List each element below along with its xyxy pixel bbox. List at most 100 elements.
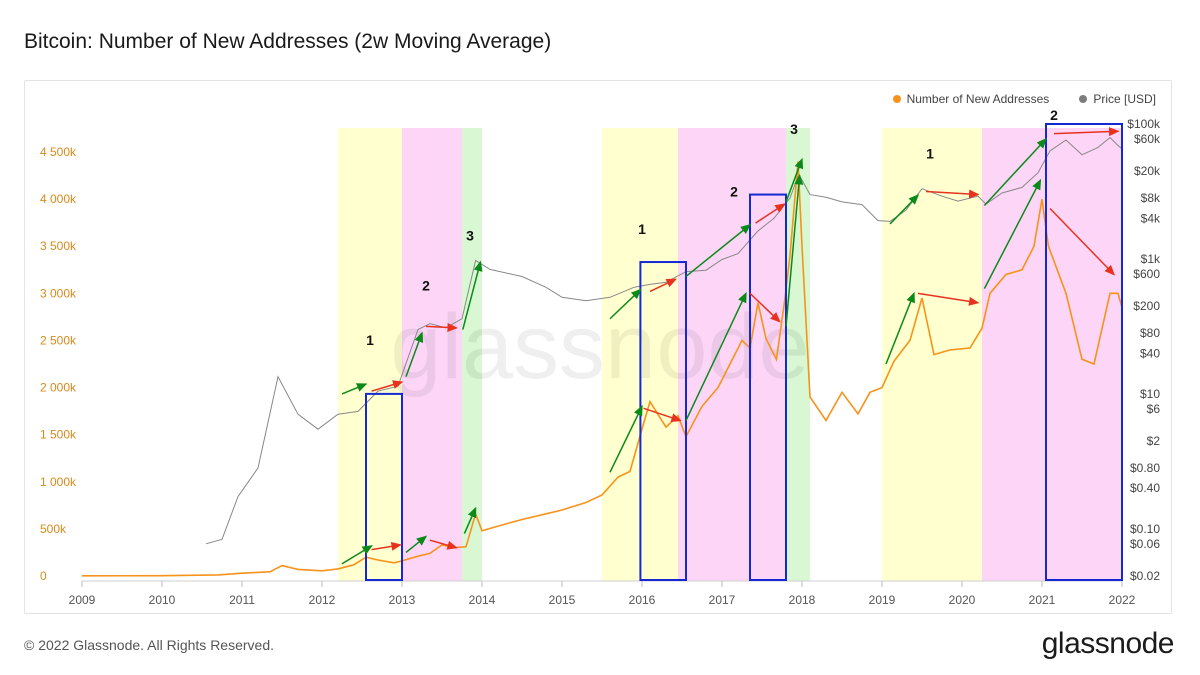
- shaded-region-8: [882, 128, 982, 581]
- y-right-tick-label: $600: [1133, 267, 1160, 281]
- phase-label-7: 2: [1050, 107, 1058, 123]
- address-arrow-1: [371, 541, 402, 551]
- x-tick-label: 2011: [229, 593, 255, 607]
- phase-label-5: 3: [790, 121, 798, 137]
- x-tick-label: 2010: [149, 593, 176, 607]
- shaded-region-2: [402, 128, 462, 581]
- chart-legend: Number of New Addresses Price [USD]: [892, 92, 1156, 106]
- x-tick-label: 2013: [389, 593, 416, 607]
- price-arrow-11: [925, 189, 980, 199]
- price-arrow-13: [1053, 127, 1120, 137]
- y-right-tick-label: $200: [1133, 299, 1160, 313]
- x-tick-label: 2012: [309, 593, 336, 607]
- y-left-tick-label: 1 000k: [40, 475, 77, 489]
- x-tick-label: 2022: [1109, 593, 1136, 607]
- shaded-region-9: [982, 128, 1122, 581]
- legend-label-price: Price [USD]: [1093, 92, 1156, 106]
- address-arrow-10: [885, 291, 915, 365]
- y-left-tick-label: 2 500k: [40, 333, 77, 347]
- address-arrow-8: [749, 292, 781, 323]
- watermark: glassnode: [390, 296, 809, 398]
- price-arrow-3: [425, 322, 458, 332]
- y-left-tick-label: 500k: [40, 522, 67, 536]
- y-right-tick-label: $40: [1140, 346, 1160, 360]
- price-arrow-10: [889, 194, 920, 225]
- x-tick-label: 2018: [789, 593, 816, 607]
- addresses-series-line: [81, 161, 1123, 577]
- address-arrow-0: [341, 545, 373, 565]
- y-left-tick-label: 3 500k: [40, 239, 77, 253]
- y-right-tick-label: $20k: [1134, 164, 1161, 178]
- y-left-tick-label: 4 000k: [40, 192, 77, 206]
- phase-box-0: [365, 392, 403, 581]
- address-arrow-5: [609, 405, 643, 473]
- y-left-tick-label: 4 500k: [40, 145, 77, 159]
- page-title: Bitcoin: Number of New Addresses (2w Mov…: [24, 30, 552, 53]
- legend-item-addresses[interactable]: Number of New Addresses: [892, 92, 1050, 106]
- y-right-tick-label: $10: [1140, 387, 1160, 401]
- x-tick-label: 2019: [869, 593, 896, 607]
- address-arrow-3: [429, 539, 458, 550]
- shaded-region-7: [786, 128, 810, 581]
- x-tick-label: 2014: [469, 593, 496, 607]
- y-right-tick-label: $4k: [1141, 211, 1161, 225]
- x-tick-label: 2021: [1029, 593, 1056, 607]
- y-right-tick-label: $0.02: [1130, 569, 1160, 583]
- legend-label-addresses: Number of New Addresses: [906, 92, 1050, 106]
- y-right-tick-label: $0.40: [1130, 481, 1160, 495]
- shaded-region-3: [462, 128, 482, 581]
- legend-dot-price-icon: [1079, 95, 1088, 103]
- footer-copyright: © 2022 Glassnode. All Rights Reserved.: [24, 637, 275, 653]
- y-left-tick-label: 3 000k: [40, 286, 77, 300]
- x-tick-label: 2017: [709, 593, 736, 607]
- y-left-tick-label: 1 500k: [40, 428, 77, 442]
- shaded-region-5: [678, 128, 750, 581]
- price-arrow-9: [785, 157, 804, 203]
- price-arrow-1: [371, 380, 404, 392]
- price-arrow-2: [405, 331, 424, 377]
- address-arrow-4: [463, 506, 477, 534]
- y-right-tick-label: $6: [1147, 402, 1161, 416]
- price-arrow-8: [755, 203, 786, 224]
- address-arrow-13: [1049, 208, 1116, 276]
- shaded-region-0: [338, 128, 366, 581]
- legend-dot-addresses-icon: [892, 95, 901, 103]
- x-tick-label: 2015: [549, 593, 576, 607]
- price-arrow-4: [462, 260, 483, 330]
- y-right-tick-label: $80: [1140, 326, 1160, 340]
- price-arrow-0: [341, 383, 368, 395]
- price-arrow-6: [649, 278, 677, 293]
- y-left-tick-label: 2 000k: [40, 381, 77, 395]
- phase-label-0: 1: [366, 332, 374, 348]
- y-right-tick-label: $0.80: [1130, 461, 1160, 475]
- phase-box-2: [749, 193, 787, 581]
- y-right-tick-label: $0.10: [1130, 522, 1160, 536]
- y-right-tick-label: $60k: [1134, 132, 1161, 146]
- legend-item-price[interactable]: Price [USD]: [1079, 92, 1156, 106]
- glassnode-logo: glassnode: [1041, 627, 1175, 660]
- address-arrow-12: [983, 178, 1042, 289]
- phase-label-2: 3: [466, 228, 474, 244]
- x-tick-label: 2020: [949, 593, 976, 607]
- phase-box-3: [1045, 123, 1123, 581]
- phase-label-6: 1: [926, 146, 934, 162]
- x-tick-label: 2009: [69, 593, 96, 607]
- y-right-tick-label: $100k: [1127, 117, 1161, 131]
- y-right-tick-label: $1k: [1141, 252, 1161, 266]
- address-arrow-11: [917, 292, 980, 306]
- x-tick-label: 2016: [629, 593, 656, 607]
- price-series-line: [205, 136, 1123, 545]
- phase-label-4: 2: [730, 183, 738, 199]
- address-arrow-6: [643, 407, 682, 422]
- y-right-tick-label: $8k: [1141, 191, 1161, 205]
- phase-label-1: 2: [422, 278, 430, 294]
- phase-box-1: [639, 261, 688, 581]
- address-arrow-2: [405, 535, 428, 554]
- phase-label-3: 1: [638, 221, 646, 237]
- price-arrow-12: [983, 137, 1048, 206]
- price-arrow-7: [685, 223, 752, 278]
- y-right-tick-label: $2: [1147, 434, 1161, 448]
- shaded-region-1: [366, 128, 402, 581]
- y-left-tick-label: 0: [40, 569, 47, 583]
